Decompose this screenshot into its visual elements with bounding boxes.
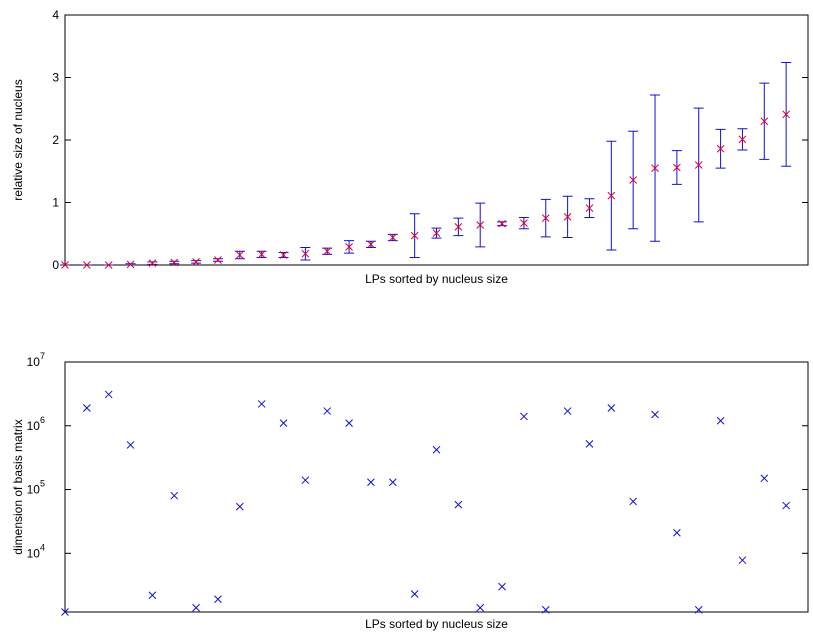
marker	[82, 404, 91, 412]
marker	[629, 497, 638, 506]
marker	[541, 605, 550, 614]
marker	[782, 501, 791, 510]
marker	[61, 261, 69, 269]
tick-exponent: 7	[40, 351, 45, 361]
marker	[410, 231, 419, 240]
marker	[82, 261, 91, 269]
y-tick-label: 107	[27, 351, 45, 369]
marker	[651, 410, 659, 419]
marker	[192, 603, 200, 612]
x-axis-label: LPs sorted by nucleus size	[365, 272, 508, 286]
marker	[323, 247, 332, 256]
marker	[563, 213, 572, 221]
marker	[585, 204, 594, 212]
marker	[323, 407, 332, 415]
marker	[760, 117, 769, 126]
y-tick-label: 3	[52, 71, 59, 85]
marker	[345, 243, 353, 251]
marker	[432, 445, 441, 454]
marker	[235, 251, 244, 259]
marker	[673, 528, 681, 537]
marker	[257, 250, 266, 259]
marker	[214, 595, 222, 604]
marker	[498, 219, 506, 228]
y-tick-label: 104	[27, 542, 45, 560]
marker	[716, 144, 725, 153]
tick-base: 10	[27, 419, 41, 433]
marker	[432, 229, 441, 237]
tick-base: 10	[27, 546, 41, 560]
marker	[651, 164, 659, 172]
marker	[498, 582, 506, 591]
marker	[367, 240, 375, 249]
marker	[257, 400, 266, 408]
marker	[388, 478, 397, 487]
marker	[301, 249, 310, 258]
marker	[214, 256, 222, 264]
marker	[61, 608, 69, 616]
tick-exponent: 6	[40, 415, 45, 425]
marker	[760, 474, 769, 483]
marker	[148, 591, 157, 600]
marker	[520, 219, 528, 227]
marker	[694, 605, 703, 614]
marker	[454, 223, 463, 231]
marker	[476, 603, 485, 612]
y-tick-label: 106	[27, 415, 45, 433]
x-axis-label: LPs sorted by nucleus size	[365, 617, 508, 631]
marker	[476, 221, 485, 229]
marker	[607, 404, 616, 412]
marker	[716, 416, 725, 425]
marker	[126, 441, 135, 449]
axes-box	[64, 14, 809, 266]
y-tick-label: 1	[52, 196, 59, 210]
marker	[585, 440, 594, 448]
tick-exponent: 5	[40, 479, 45, 489]
marker	[170, 491, 179, 500]
tick-base: 10	[27, 355, 41, 369]
marker	[738, 556, 747, 565]
tick-exponent: 4	[40, 542, 45, 552]
marker	[563, 407, 572, 415]
marker	[520, 412, 528, 421]
marker	[410, 590, 419, 598]
marker	[235, 502, 244, 511]
y-axis-label: dimension of basis matrix	[11, 419, 25, 554]
y-tick-label: 105	[27, 479, 45, 497]
marker	[694, 161, 703, 169]
tick-base: 10	[27, 483, 41, 497]
marker	[126, 260, 135, 269]
marker	[454, 500, 463, 509]
marker	[104, 390, 113, 399]
marker	[279, 251, 288, 259]
y-tick-label: 2	[52, 133, 59, 147]
marker	[192, 258, 200, 266]
marker	[782, 110, 791, 119]
marker	[301, 476, 310, 485]
y-axis-label: relative size of nucleus	[11, 79, 25, 200]
marker	[104, 261, 113, 269]
marker	[279, 419, 288, 427]
marker	[367, 478, 375, 487]
marker	[170, 258, 179, 267]
marker	[607, 191, 616, 200]
marker	[629, 176, 638, 184]
marker	[148, 259, 157, 267]
marker	[738, 135, 747, 144]
marker	[388, 233, 397, 242]
marker	[673, 163, 681, 172]
y-tick-label: 4	[52, 8, 59, 22]
axes-box	[64, 361, 809, 613]
marker	[345, 419, 353, 427]
marker	[541, 214, 550, 222]
y-tick-label: 0	[52, 258, 59, 272]
